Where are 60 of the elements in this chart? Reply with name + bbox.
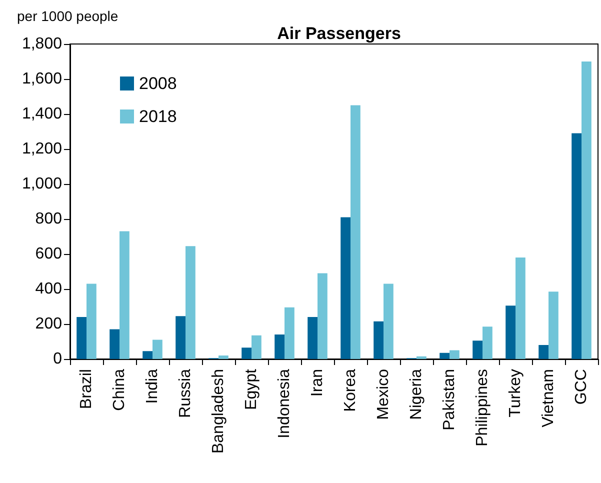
y-tick-label: 1,600	[22, 70, 62, 88]
x-tick-label: Indonesia	[276, 368, 293, 438]
bar	[86, 284, 96, 359]
bar	[186, 246, 196, 359]
x-tick-label: China	[111, 368, 128, 411]
bar	[548, 292, 558, 359]
bar	[76, 317, 86, 359]
bar	[142, 351, 152, 359]
y-axis-title: per 1000 people	[17, 8, 118, 24]
bar	[274, 334, 284, 359]
bar	[340, 217, 350, 359]
bar	[482, 326, 492, 359]
bar	[384, 284, 394, 359]
bar	[516, 258, 526, 359]
bar	[242, 348, 252, 359]
y-tick-label: 600	[35, 246, 62, 262]
x-tick-label: GCC	[573, 369, 590, 405]
bar	[252, 335, 262, 359]
bar	[450, 350, 460, 359]
bar	[440, 352, 450, 359]
bar	[472, 340, 482, 359]
y-tick-label: 200	[35, 316, 62, 332]
bar	[218, 356, 228, 359]
x-tick-label: Nigeria	[408, 368, 425, 420]
x-tick-label: Brazil	[78, 369, 95, 410]
x-tick-label: Bangladesh	[210, 369, 227, 454]
x-tick-label: Iran	[309, 369, 326, 397]
chart-title: Air Passengers	[277, 24, 401, 43]
bar	[416, 356, 426, 359]
bar	[308, 317, 318, 359]
x-tick-label: Philippines	[474, 369, 491, 446]
bar	[120, 231, 130, 359]
y-tick-label: 800	[35, 210, 62, 228]
x-tick-label: Russia	[177, 368, 194, 418]
y-tick-label: 1,400	[22, 106, 62, 122]
y-tick-label: 1,800	[22, 36, 62, 52]
bar	[152, 340, 162, 359]
y-tick-label: 1,200	[22, 140, 62, 158]
bar	[176, 316, 186, 359]
y-tick-label: 400	[35, 280, 62, 298]
x-tick-label: Turkey	[507, 369, 524, 418]
y-tick-label: 1,000	[22, 176, 62, 192]
bar	[284, 307, 294, 359]
bar	[350, 105, 360, 359]
bar	[506, 306, 516, 359]
bar	[582, 62, 592, 359]
x-tick-label: Mexico	[375, 368, 392, 420]
legend-label: 2018	[139, 107, 177, 126]
bar	[318, 273, 328, 359]
x-tick-label: Egypt	[243, 368, 260, 410]
x-tick-label: Korea	[342, 368, 359, 412]
x-tick-label: Vietnam	[540, 369, 557, 428]
x-tick-label: Pakistan	[441, 369, 458, 430]
legend-label: 2008	[139, 74, 177, 93]
bar	[572, 133, 582, 359]
x-tick-label: India	[144, 368, 161, 404]
bar	[110, 329, 120, 359]
bar	[374, 321, 384, 359]
y-tick-label: 0	[53, 350, 62, 368]
bar	[538, 345, 548, 359]
